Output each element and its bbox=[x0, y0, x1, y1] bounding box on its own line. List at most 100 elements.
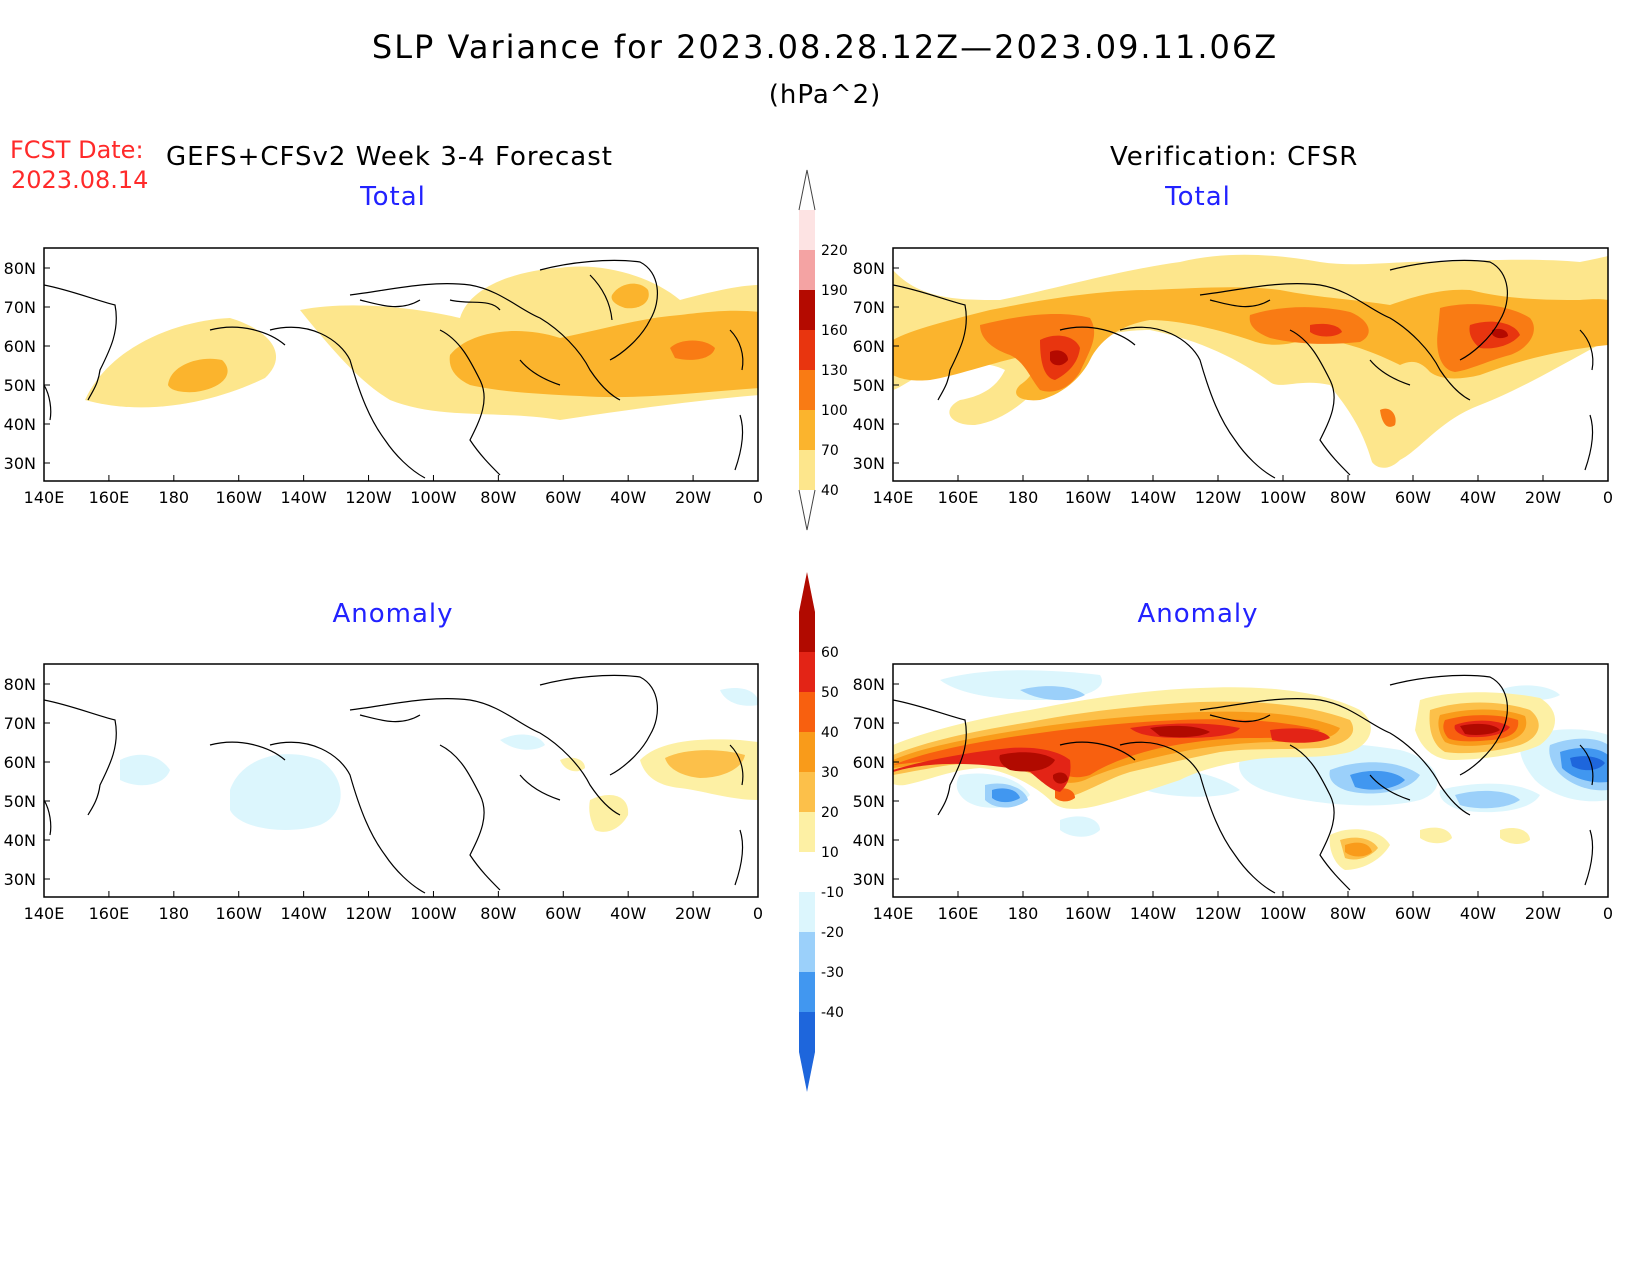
lat-tick-label: 60N bbox=[4, 337, 36, 356]
lat-tick-label: 50N bbox=[853, 792, 885, 811]
lon-tick-label: 20W bbox=[675, 488, 711, 507]
lat-tick-label: 50N bbox=[4, 376, 36, 395]
lat-tick-label: 40N bbox=[853, 831, 885, 850]
colorbar-level-label: 220 bbox=[821, 243, 848, 259]
lon-tick-label: 60W bbox=[1395, 488, 1431, 507]
fcst-date-value: 2023.08.14 bbox=[11, 166, 149, 194]
colorbar-swatch bbox=[799, 892, 815, 932]
colorbar-level-label: -30 bbox=[821, 965, 844, 981]
colorbar-level-label: 70 bbox=[821, 443, 839, 459]
colorbar-level-label: 160 bbox=[821, 323, 848, 339]
lon-tick-label: 80W bbox=[1330, 488, 1366, 507]
lon-tick-label: 100W bbox=[410, 488, 457, 507]
lat-tick-label: 70N bbox=[853, 714, 885, 733]
colorbar-swatch bbox=[799, 330, 815, 370]
lat-tick-label: 40N bbox=[853, 415, 885, 434]
lat-tick-label: 30N bbox=[853, 454, 885, 473]
lon-tick-label: 0 bbox=[1603, 488, 1613, 507]
colorbar-swatch bbox=[799, 290, 815, 330]
verification-total-map: 140E 160E 180 160W 140W 120W 100W 80W 60W 40W 20W 0… bbox=[853, 247, 1613, 507]
verification-total-coastlines bbox=[893, 259, 1594, 479]
colorbar-swatch bbox=[799, 410, 815, 450]
verification-anomaly-coastlines bbox=[893, 674, 1594, 894]
lon-tick-label: 140E bbox=[24, 904, 65, 923]
colorbar-level-label: 130 bbox=[821, 363, 848, 379]
lat-tick-label: 70N bbox=[4, 714, 36, 733]
total-colorbar: 40 70 100 130 160 190 220 bbox=[798, 169, 848, 531]
lon-tick-label: 100W bbox=[1260, 488, 1307, 507]
colorbar-swatch bbox=[799, 932, 815, 972]
forecast-total-coastlines bbox=[44, 259, 744, 479]
lat-tick-label: 60N bbox=[4, 753, 36, 772]
verification-total-shading bbox=[893, 254, 1608, 468]
forecast-total-shading bbox=[85, 266, 758, 420]
lon-tick-label: 40W bbox=[1460, 488, 1496, 507]
forecast-header: GEFS+CFSv2 Week 3-4 Forecast bbox=[166, 142, 613, 172]
chart-title: SLP Variance for 2023.08.28.12Z—2023.09.… bbox=[371, 28, 1279, 66]
colorbar-level-label: 190 bbox=[821, 283, 848, 299]
lon-tick-label: 140E bbox=[873, 488, 914, 507]
lat-tick-label: 60N bbox=[853, 337, 885, 356]
colorbar-swatch bbox=[799, 370, 815, 410]
colorbar-swatch bbox=[799, 612, 815, 652]
forecast-total-map: 140E 160E 180 160W 140W 120W 100W 80W 60W 40W 20W 0… bbox=[4, 247, 763, 507]
forecast-total-title: Total bbox=[360, 182, 426, 212]
forecast-anomaly-map: 140E 160E 180 160W 140W 120W 100W 80W 60W 40W 20W 0… bbox=[4, 663, 763, 923]
forecast-anomaly-axes: 140E 160E 180 160W 140W 120W 100W 80W 60W 40W 20W 0… bbox=[4, 675, 763, 923]
lon-tick-label: 160E bbox=[938, 488, 979, 507]
colorbar-swatch bbox=[799, 772, 815, 812]
lon-tick-label: 40W bbox=[610, 904, 646, 923]
lon-tick-label: 160W bbox=[1065, 904, 1112, 923]
lon-tick-label: 120W bbox=[1195, 904, 1242, 923]
colorbar-level-label: 100 bbox=[821, 403, 848, 419]
lon-tick-label: 20W bbox=[1525, 904, 1561, 923]
lon-tick-label: 0 bbox=[1603, 904, 1613, 923]
lon-tick-label: 140W bbox=[280, 904, 327, 923]
colorbar-level-label: -10 bbox=[821, 885, 844, 901]
lat-tick-label: 50N bbox=[853, 376, 885, 395]
verification-anomaly-axes: 140E 160E 180 160W 140W 120W 100W 80W 60W 40W 20W 0… bbox=[853, 675, 1613, 923]
lon-tick-label: 160W bbox=[216, 904, 263, 923]
colorbar-swatch bbox=[799, 852, 815, 892]
lat-tick-label: 70N bbox=[853, 298, 885, 317]
lon-tick-label: 0 bbox=[753, 904, 763, 923]
lon-tick-label: 160W bbox=[216, 488, 263, 507]
lat-tick-label: 60N bbox=[853, 753, 885, 772]
colorbar-level-label: 30 bbox=[821, 765, 839, 781]
forecast-total-axes: 140E 160E 180 160W 140W 120W 100W 80W 60W 40W 20W 0… bbox=[4, 259, 763, 507]
lon-tick-label: 140W bbox=[1130, 488, 1177, 507]
lon-tick-label: 80W bbox=[480, 488, 516, 507]
lon-tick-label: 140W bbox=[1130, 904, 1177, 923]
forecast-anomaly-shading bbox=[120, 688, 758, 832]
lon-tick-label: 40W bbox=[1460, 904, 1496, 923]
colorbar-level-label: -40 bbox=[821, 1005, 844, 1021]
lat-tick-label: 30N bbox=[853, 870, 885, 889]
colorbar-high-arrow bbox=[799, 572, 815, 612]
lat-tick-label: 40N bbox=[4, 415, 36, 434]
anomaly-colorbar: 60 50 40 30 20 10 -10 -20 -30 -40 bbox=[799, 572, 844, 1092]
lon-tick-label: 20W bbox=[1525, 488, 1561, 507]
lat-tick-label: 50N bbox=[4, 792, 36, 811]
lon-tick-label: 180 bbox=[1008, 488, 1039, 507]
colorbar-swatch bbox=[799, 450, 815, 490]
colorbar-swatch bbox=[799, 812, 815, 852]
colorbar-swatch bbox=[799, 652, 815, 692]
lat-tick-label: 30N bbox=[4, 454, 36, 473]
colorbar-swatch bbox=[799, 972, 815, 1012]
lon-tick-label: 180 bbox=[1008, 904, 1039, 923]
lon-tick-label: 60W bbox=[1395, 904, 1431, 923]
colorbar-level-label: 40 bbox=[821, 483, 839, 499]
lon-tick-label: 160W bbox=[1065, 488, 1112, 507]
lat-tick-label: 80N bbox=[4, 675, 36, 694]
lon-tick-label: 80W bbox=[1330, 904, 1366, 923]
lon-tick-label: 80W bbox=[480, 904, 516, 923]
verification-anomaly-shading bbox=[893, 670, 1608, 870]
verification-anomaly-title: Anomaly bbox=[1137, 599, 1259, 629]
verification-total-title: Total bbox=[1165, 182, 1231, 212]
colorbar-high-arrow bbox=[798, 169, 816, 211]
lon-tick-label: 140W bbox=[280, 488, 327, 507]
verification-header: Verification: CFSR bbox=[1110, 142, 1359, 172]
lat-tick-label: 70N bbox=[4, 298, 36, 317]
lon-tick-label: 140E bbox=[873, 904, 914, 923]
lon-tick-label: 140E bbox=[24, 488, 65, 507]
